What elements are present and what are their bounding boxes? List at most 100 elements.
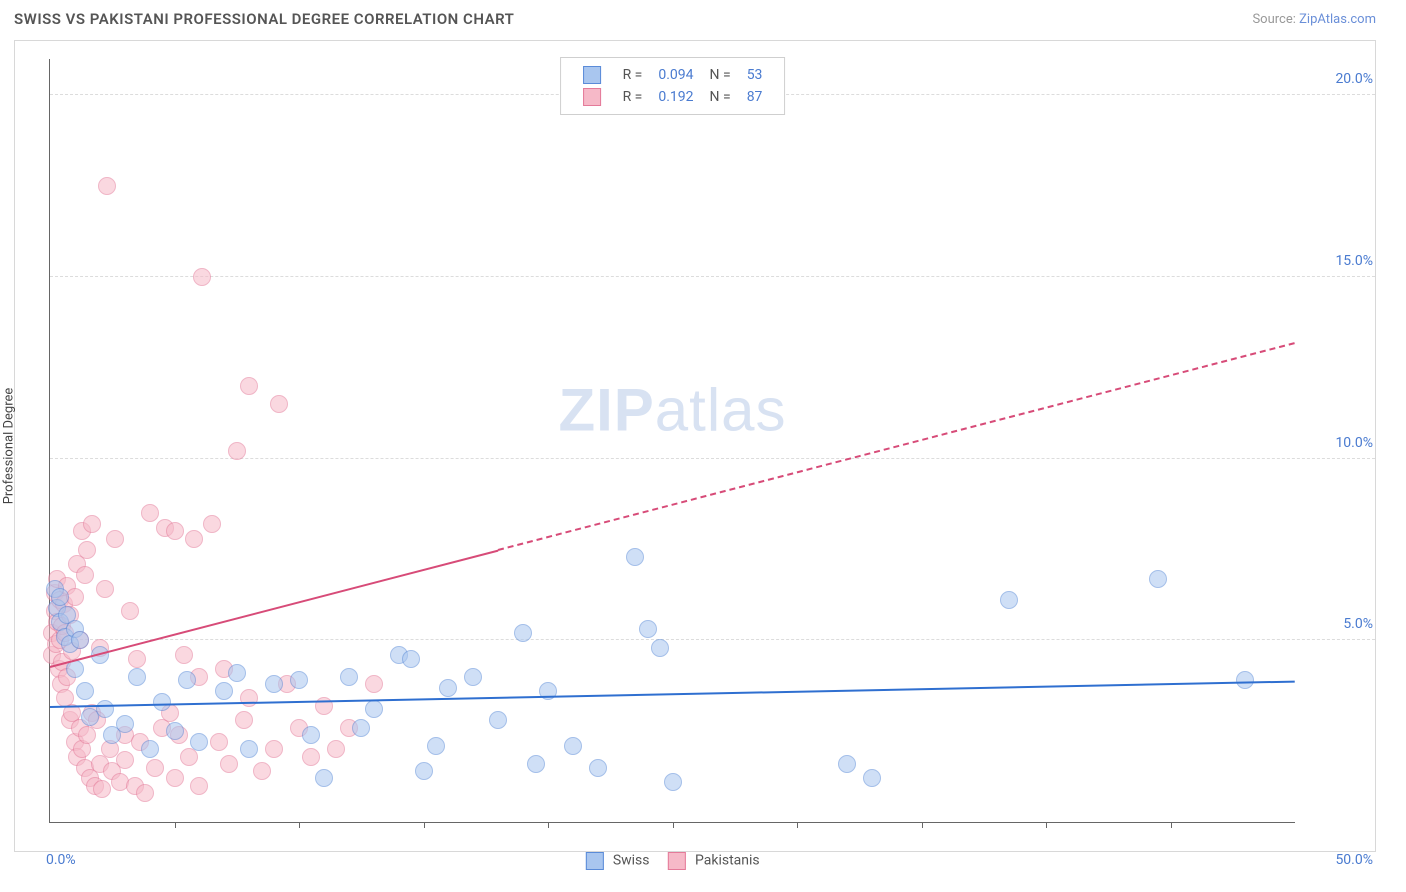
data-point (626, 548, 644, 566)
data-point (302, 748, 320, 766)
data-point (166, 769, 184, 787)
y-axis-label: Professional Degree (2, 388, 17, 505)
x-tick (548, 822, 549, 828)
data-point (83, 515, 101, 533)
legend-N-value: 87 (739, 86, 771, 108)
watermark: ZIPatlas (558, 375, 786, 444)
data-point (190, 733, 208, 751)
data-point (228, 664, 246, 682)
data-point (527, 755, 545, 773)
x-tick (797, 822, 798, 828)
legend-N-label: N = (702, 64, 739, 86)
data-point (589, 759, 607, 777)
source-attribution: Source: ZipAtlas.com (1252, 12, 1376, 27)
data-point (76, 682, 94, 700)
data-point (365, 700, 383, 718)
y-tick-label: 20.0% (1335, 71, 1373, 87)
data-point (1000, 591, 1018, 609)
data-point (93, 780, 111, 798)
data-point (215, 682, 233, 700)
data-point (564, 737, 582, 755)
data-point (253, 762, 271, 780)
data-point (76, 566, 94, 584)
data-point (153, 693, 171, 711)
data-point (651, 639, 669, 657)
data-point (302, 726, 320, 744)
data-point (464, 668, 482, 686)
data-point (863, 769, 881, 787)
data-point (240, 689, 258, 707)
data-point (270, 395, 288, 413)
data-point (121, 602, 139, 620)
plot-area: ZIPatlas R =0.094N =53R =0.192N =87 Swis… (49, 59, 1295, 823)
x-max-label: 50.0% (1335, 852, 1373, 868)
data-point (166, 522, 184, 540)
data-point (352, 719, 370, 737)
data-point (228, 442, 246, 460)
data-point (514, 624, 532, 642)
legend-item: Swiss (585, 852, 649, 870)
legend-R-label: R = (615, 64, 651, 86)
data-point (402, 650, 420, 668)
data-point (116, 751, 134, 769)
data-point (265, 740, 283, 758)
legend-R-value: 0.192 (650, 86, 701, 108)
x-tick (673, 822, 674, 828)
data-point (1149, 570, 1167, 588)
data-point (128, 650, 146, 668)
gridline (50, 276, 1375, 277)
legend-stat-row: R =0.192N =87 (575, 86, 771, 108)
legend-R-value: 0.094 (650, 64, 701, 86)
x-tick (1171, 822, 1172, 828)
data-point (315, 769, 333, 787)
y-tick-label: 10.0% (1335, 435, 1373, 451)
data-point (178, 671, 196, 689)
legend-swatch (583, 88, 601, 106)
data-point (365, 675, 383, 693)
data-point (240, 740, 258, 758)
chart-container: Professional Degree ZIPatlas R =0.094N =… (14, 40, 1376, 852)
source-link[interactable]: ZipAtlas.com (1299, 12, 1376, 27)
data-point (639, 620, 657, 638)
data-point (235, 711, 253, 729)
x-min-label: 0.0% (46, 852, 76, 868)
data-point (71, 631, 89, 649)
legend-label: Swiss (613, 853, 650, 869)
y-tick-label: 15.0% (1335, 253, 1373, 269)
x-tick (1046, 822, 1047, 828)
data-point (193, 268, 211, 286)
data-point (1236, 671, 1254, 689)
legend-swatch (668, 852, 686, 870)
x-tick (424, 822, 425, 828)
data-point (185, 530, 203, 548)
chart-title: SWISS VS PAKISTANI PROFESSIONAL DEGREE C… (14, 10, 514, 28)
legend-stat-row: R =0.094N =53 (575, 64, 771, 86)
y-tick-label: 5.0% (1343, 616, 1373, 632)
legend-swatch (585, 852, 603, 870)
legend-item: Pakistanis (668, 852, 760, 870)
data-point (78, 541, 96, 559)
data-point (51, 588, 69, 606)
legend-swatch (583, 66, 601, 84)
legend-N-label: N = (702, 86, 739, 108)
x-tick (175, 822, 176, 828)
data-point (175, 646, 193, 664)
data-point (203, 515, 221, 533)
gridline (50, 458, 1375, 459)
data-point (210, 733, 228, 751)
data-point (415, 762, 433, 780)
legend-R-label: R = (615, 86, 651, 108)
data-point (265, 675, 283, 693)
data-point (290, 671, 308, 689)
data-point (96, 580, 114, 598)
data-point (664, 773, 682, 791)
data-point (340, 668, 358, 686)
legend-N-value: 53 (739, 64, 771, 86)
data-point (141, 504, 159, 522)
data-point (240, 377, 258, 395)
data-point (98, 177, 116, 195)
data-point (427, 737, 445, 755)
trend-line (498, 342, 1295, 551)
trend-line (50, 680, 1295, 707)
gridline (50, 639, 1375, 640)
